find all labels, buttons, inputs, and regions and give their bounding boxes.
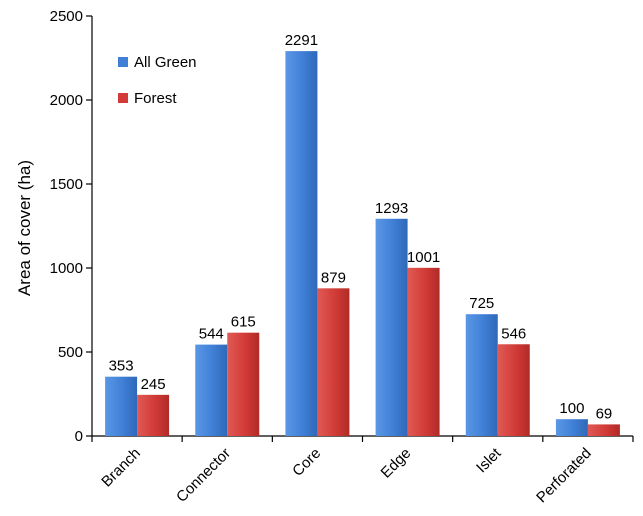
y-tick-label: 2000 [50, 92, 83, 109]
all-green-value-label: 353 [109, 358, 134, 375]
x-tick-label: Branch [98, 445, 144, 491]
all-green-bar [465, 314, 498, 436]
forest-bar [497, 344, 530, 436]
forest-value-label: 245 [141, 376, 166, 393]
x-tick-label: Islet [473, 444, 505, 476]
all-green-value-label: 100 [559, 400, 584, 417]
legend-swatch [118, 57, 128, 67]
x-tick-label: Core [289, 445, 324, 480]
x-tick-label: Perforated [533, 445, 595, 507]
all-green-value-label: 1293 [375, 200, 408, 217]
forest-value-label: 615 [231, 314, 256, 331]
forest-bar [407, 267, 440, 436]
forest-value-label: 546 [501, 325, 526, 342]
y-tick-label: 1500 [50, 176, 83, 193]
legend-label: Forest [134, 90, 177, 107]
all-green-value-label: 2291 [285, 32, 318, 49]
forest-value-label: 69 [596, 405, 613, 422]
all-green-bar [285, 51, 318, 436]
y-axis-title: Area of cover (ha) [15, 160, 34, 296]
x-tick-label: Edge [378, 445, 415, 482]
all-green-value-label: 725 [469, 295, 494, 312]
all-green-value-label: 544 [199, 326, 224, 343]
all-green-bar [195, 344, 228, 436]
legend-swatch [118, 93, 128, 103]
all-green-bar [105, 376, 138, 436]
forest-bar [137, 394, 170, 436]
y-tick-label: 2500 [50, 8, 83, 25]
forest-bar [587, 424, 620, 436]
forest-bar [227, 332, 260, 436]
forest-value-label: 1001 [407, 249, 440, 266]
all-green-bar [375, 218, 408, 436]
legend-label: All Green [134, 54, 197, 71]
forest-value-label: 879 [321, 269, 346, 286]
all-green-bar [555, 419, 588, 436]
y-tick-label: 500 [58, 344, 83, 361]
y-tick-label: 1000 [50, 260, 83, 277]
x-tick-label: Connector [173, 445, 234, 506]
forest-bar [317, 288, 350, 436]
y-tick-label: 0 [75, 428, 83, 445]
